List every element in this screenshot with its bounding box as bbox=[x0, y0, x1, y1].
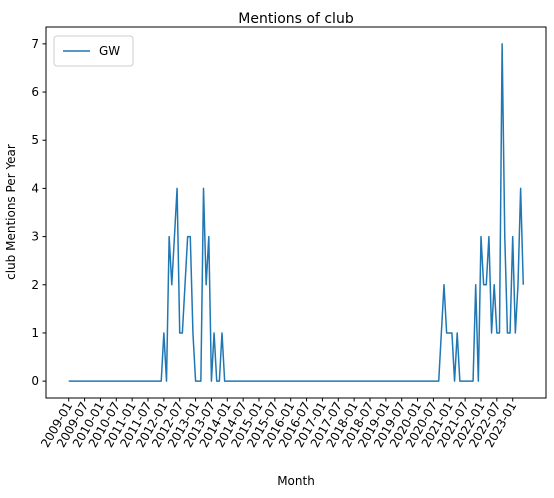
plot-area bbox=[68, 43, 525, 382]
y-tick-label: 1 bbox=[31, 326, 39, 340]
y-tick-label: 4 bbox=[31, 181, 39, 195]
y-tick-label: 7 bbox=[31, 37, 39, 51]
x-axis: 2009-012009-072010-012010-072011-012011-… bbox=[38, 398, 519, 450]
y-axis-label: club Mentions Per Year bbox=[4, 144, 18, 280]
chart-title: Mentions of club bbox=[238, 11, 354, 27]
axes-frame bbox=[45, 26, 547, 399]
x-axis-label: Month bbox=[277, 474, 315, 488]
legend: GW bbox=[53, 35, 134, 67]
legend-label-gw: GW bbox=[99, 44, 120, 58]
y-tick-label: 5 bbox=[31, 133, 39, 147]
y-tick-label: 2 bbox=[31, 278, 39, 292]
series-line-gw bbox=[68, 43, 525, 382]
y-tick-label: 0 bbox=[31, 374, 39, 388]
y-tick-label: 6 bbox=[31, 85, 39, 99]
legend-frame bbox=[53, 35, 134, 67]
y-tick-label: 3 bbox=[31, 230, 39, 244]
y-axis: 0 1 2 3 4 5 6 7 bbox=[31, 37, 46, 388]
